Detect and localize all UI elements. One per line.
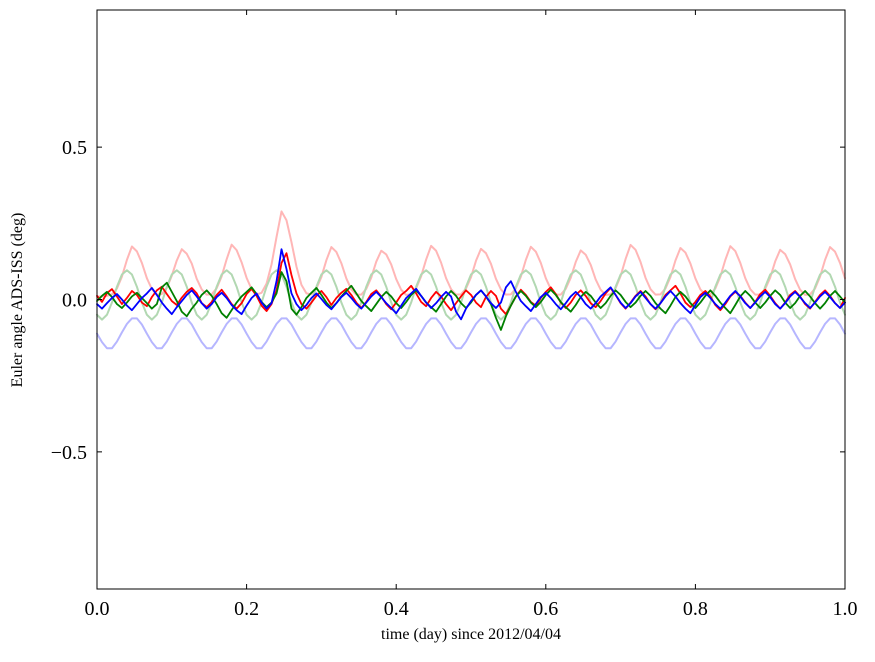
- x-tick-label: 0.2: [234, 598, 259, 620]
- y-tick-label: 0.0: [62, 290, 87, 312]
- y-axis-label: Euler angle ADS-ISS (deg): [9, 212, 26, 388]
- x-tick-label: 1.0: [833, 598, 858, 620]
- plot-area-background: [97, 10, 845, 589]
- y-tick-label: 0.5: [62, 137, 87, 159]
- x-axis-label: time (day) since 2012/04/04: [381, 626, 561, 643]
- series-pale-blue-line: [96, 317, 846, 350]
- x-tick-label: 0.8: [683, 598, 708, 620]
- y-tick-label: −0.5: [51, 442, 87, 464]
- series-red-line: [96, 252, 846, 316]
- x-tick-label: 0.4: [384, 598, 409, 620]
- series-pale-green-line: [96, 269, 846, 321]
- x-tick-label: 0.6: [533, 598, 558, 620]
- x-tick-label: 0.0: [85, 598, 110, 620]
- series-blue-line: [96, 248, 846, 321]
